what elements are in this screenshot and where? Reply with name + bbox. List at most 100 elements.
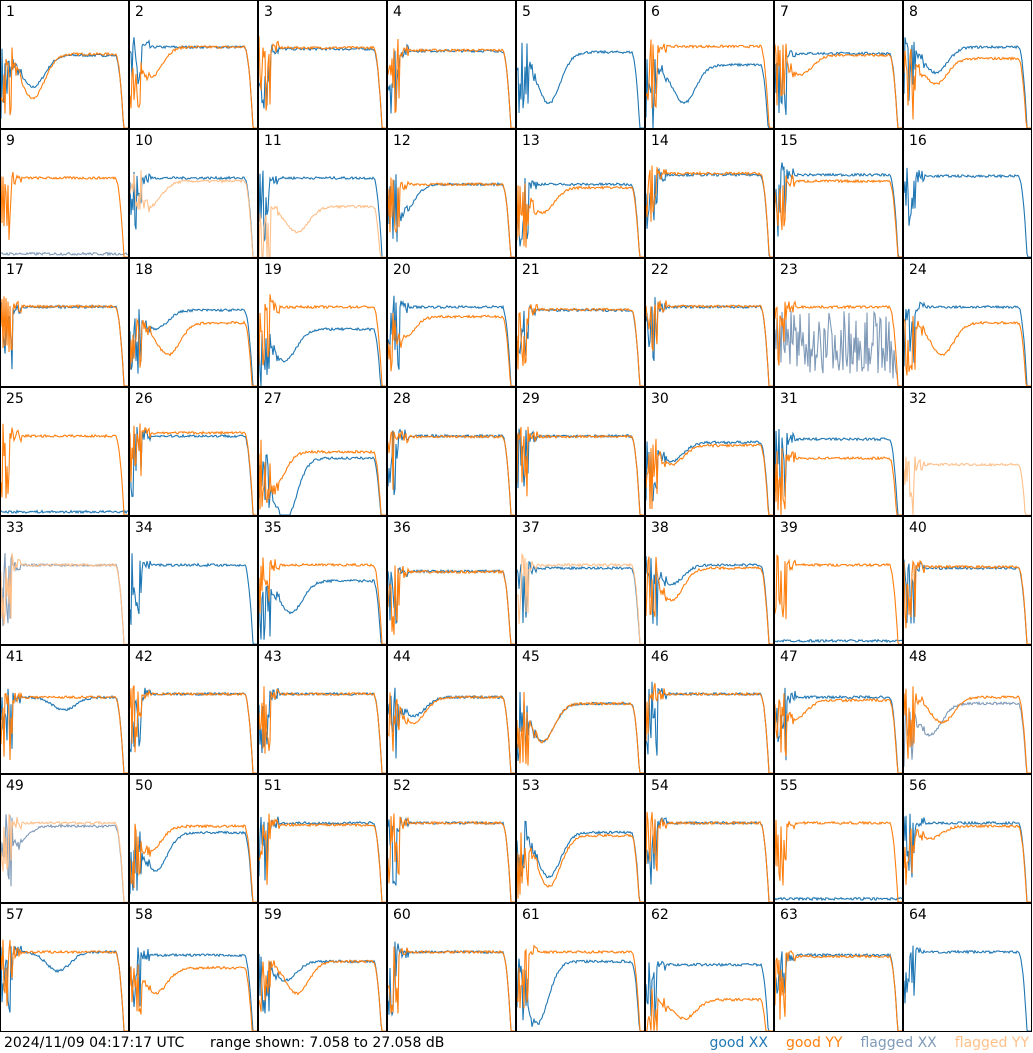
panel-number: 18 bbox=[135, 262, 153, 278]
good-xx-trace-38 bbox=[646, 555, 773, 644]
panel-number: 34 bbox=[135, 520, 153, 536]
panel-40: 40 bbox=[903, 516, 1032, 645]
good-xx-trace-2 bbox=[130, 37, 257, 128]
good-xx-trace-34 bbox=[130, 553, 257, 644]
good-xx-trace-46 bbox=[646, 681, 773, 773]
good-xx-trace-18 bbox=[130, 308, 257, 386]
footer: 2024/11/09 04:17:17 UTC range shown: 7.0… bbox=[0, 1033, 1033, 1053]
good-yy-trace-52 bbox=[388, 813, 515, 902]
good-xx-trace-7 bbox=[775, 49, 902, 128]
good-yy-trace-25 bbox=[1, 423, 128, 515]
panel-53: 53 bbox=[516, 774, 645, 903]
good-xx-trace-6 bbox=[646, 59, 773, 128]
panel-number: 40 bbox=[909, 520, 927, 536]
panel-20: 20 bbox=[387, 258, 516, 387]
panel-5: 5 bbox=[516, 0, 645, 129]
panel-number: 21 bbox=[522, 262, 540, 278]
good-xx-trace-63 bbox=[775, 951, 902, 1031]
panel-number: 13 bbox=[522, 133, 540, 149]
good-yy-trace-3 bbox=[259, 36, 386, 128]
good-xx-trace-29 bbox=[517, 428, 644, 515]
good-yy-trace-58 bbox=[130, 964, 257, 1031]
good-yy-trace-63 bbox=[775, 950, 902, 1031]
timestamp: 2024/11/09 04:17:17 UTC bbox=[4, 1035, 185, 1051]
panel-number: 44 bbox=[393, 649, 411, 665]
panel-14: 14 bbox=[645, 129, 774, 258]
panel-number: 53 bbox=[522, 778, 540, 794]
panel-36: 36 bbox=[387, 516, 516, 645]
good-yy-trace-21 bbox=[517, 303, 644, 386]
panel-16: 16 bbox=[903, 129, 1032, 258]
good-yy-trace-14 bbox=[646, 165, 773, 257]
flagged-yy-trace-32 bbox=[904, 456, 1031, 515]
good-yy-trace-57 bbox=[1, 939, 128, 1031]
good-yy-trace-20 bbox=[388, 312, 515, 386]
good-yy-trace-31 bbox=[775, 448, 902, 515]
panel-number: 20 bbox=[393, 262, 411, 278]
good-xx-trace-13 bbox=[517, 177, 644, 257]
panel-63: 63 bbox=[774, 903, 903, 1032]
panel-number: 32 bbox=[909, 391, 927, 407]
flagged-yy-trace-49 bbox=[1, 814, 128, 902]
good-yy-trace-35 bbox=[259, 557, 386, 644]
panel-number: 62 bbox=[651, 907, 669, 923]
panel-number: 2 bbox=[135, 4, 144, 20]
panel-number: 3 bbox=[264, 4, 273, 20]
panel-number: 59 bbox=[264, 907, 282, 923]
flagged-xx-trace-23 bbox=[775, 310, 902, 386]
good-xx-trace-51 bbox=[259, 816, 386, 902]
panel-12: 12 bbox=[387, 129, 516, 258]
good-yy-trace-61 bbox=[517, 944, 644, 1031]
good-yy-trace-54 bbox=[646, 811, 773, 902]
good-xx-trace-47 bbox=[775, 687, 902, 773]
good-xx-trace-35 bbox=[259, 578, 386, 644]
legend-flagged-xx: flagged XX bbox=[860, 1035, 937, 1051]
panel-number: 56 bbox=[909, 778, 927, 794]
panel-50: 50 bbox=[129, 774, 258, 903]
panel-34: 34 bbox=[129, 516, 258, 645]
panel-number: 23 bbox=[780, 262, 798, 278]
good-yy-trace-60 bbox=[388, 946, 515, 1031]
good-yy-trace-2 bbox=[130, 45, 257, 128]
good-yy-trace-28 bbox=[388, 430, 515, 515]
flagged-yy-trace-37 bbox=[517, 552, 644, 644]
good-yy-trace-36 bbox=[388, 565, 515, 644]
good-yy-trace-29 bbox=[517, 426, 644, 515]
good-xx-trace-62 bbox=[646, 960, 773, 1031]
good-xx-trace-25 bbox=[1, 509, 128, 515]
panel-55: 55 bbox=[774, 774, 903, 903]
good-yy-trace-39 bbox=[775, 554, 902, 644]
panel-number: 48 bbox=[909, 649, 927, 665]
panel-number: 35 bbox=[264, 520, 282, 536]
good-yy-trace-12 bbox=[388, 177, 515, 257]
panel-9: 9 bbox=[0, 129, 129, 258]
good-xx-trace-17 bbox=[1, 302, 128, 386]
panel-30: 30 bbox=[645, 387, 774, 516]
good-yy-trace-56 bbox=[904, 823, 1031, 902]
good-xx-trace-44 bbox=[388, 687, 515, 773]
panel-number: 46 bbox=[651, 649, 669, 665]
panel-24: 24 bbox=[903, 258, 1032, 387]
good-yy-trace-19 bbox=[259, 294, 386, 386]
panel-61: 61 bbox=[516, 903, 645, 1032]
panel-number: 41 bbox=[6, 649, 24, 665]
range-label: range shown: 7.058 to 27.058 dB bbox=[210, 1035, 445, 1051]
panel-28: 28 bbox=[387, 387, 516, 516]
good-yy-trace-46 bbox=[646, 682, 773, 773]
panel-6: 6 bbox=[645, 0, 774, 129]
panel-number: 39 bbox=[780, 520, 798, 536]
legend: good XX good YY flagged XX flagged YY bbox=[691, 1033, 1029, 1053]
good-yy-trace-53 bbox=[517, 832, 644, 902]
panel-number: 47 bbox=[780, 649, 798, 665]
good-xx-trace-54 bbox=[646, 816, 773, 902]
good-xx-trace-21 bbox=[517, 304, 644, 386]
panel-number: 50 bbox=[135, 778, 153, 794]
panel-number: 22 bbox=[651, 262, 669, 278]
good-yy-trace-55 bbox=[775, 819, 902, 902]
good-xx-trace-40 bbox=[904, 559, 1031, 644]
panel-number: 17 bbox=[6, 262, 24, 278]
panel-29: 29 bbox=[516, 387, 645, 516]
panel-number: 52 bbox=[393, 778, 411, 794]
panel-41: 41 bbox=[0, 645, 129, 774]
